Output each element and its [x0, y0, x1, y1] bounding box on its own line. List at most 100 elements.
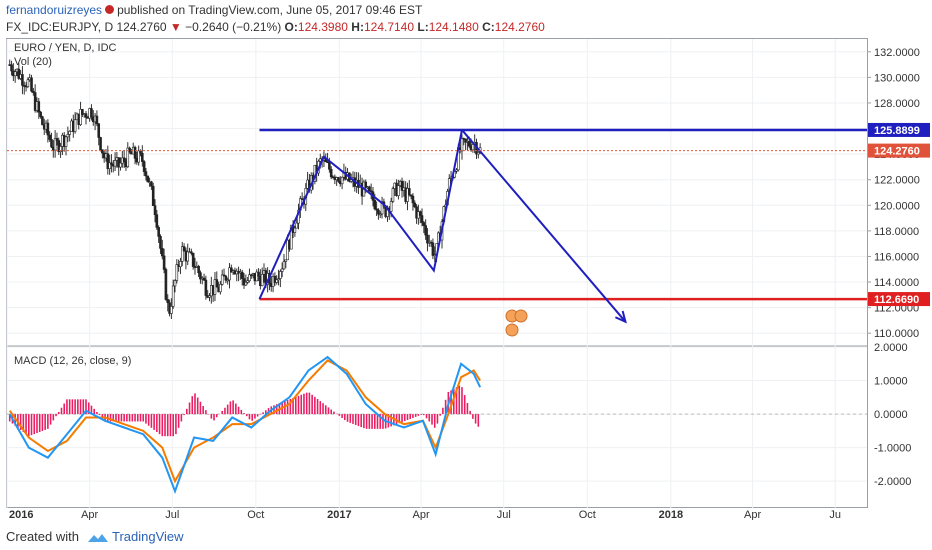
candle-body — [190, 251, 193, 254]
publish-info: published on TradingView.com, June 05, 2… — [117, 3, 423, 17]
tradingview-brand-link[interactable]: TradingView — [112, 529, 184, 544]
publish-line: fernandoruizreyes published on TradingVie… — [6, 3, 422, 17]
candle-body — [226, 279, 229, 282]
candle-body — [55, 138, 59, 141]
candle-body — [295, 222, 298, 229]
open-value: 124.3980 — [297, 20, 348, 34]
candle-body — [166, 299, 170, 304]
price-label-text: 125.8899 — [874, 125, 920, 137]
candle-body — [155, 214, 159, 228]
candle-body — [257, 271, 260, 277]
candle-body — [222, 274, 226, 277]
candle-body — [108, 162, 111, 169]
candle-body — [199, 272, 202, 280]
high-label: H: — [351, 20, 364, 34]
volume-label: Vol (20) — [14, 56, 52, 68]
candle-body — [68, 131, 71, 135]
time-tick-label: Oct — [579, 509, 596, 521]
candle-body — [373, 200, 377, 210]
candle-body — [26, 79, 30, 87]
candle-body — [99, 137, 102, 151]
footer: Created with TradingView — [0, 520, 932, 550]
time-tick-label: 2017 — [327, 509, 351, 521]
candle-body — [411, 195, 415, 204]
grid-lines — [6, 39, 867, 508]
candle-body — [59, 146, 62, 152]
candles — [8, 59, 482, 320]
arrow-head — [614, 310, 627, 324]
close-label: C: — [482, 20, 495, 34]
candle-body — [141, 152, 144, 162]
price-label-text: 124.2760 — [874, 146, 920, 158]
time-tick-label: 2016 — [9, 509, 33, 521]
candle-body — [284, 259, 288, 262]
close-value: 124.2760 — [494, 20, 545, 34]
candle-body — [173, 280, 177, 287]
candle-body — [153, 205, 157, 216]
price-change: −0.2640 (−0.21%) — [185, 20, 282, 34]
candle-body — [175, 264, 179, 281]
candle-body — [142, 161, 146, 172]
high-value: 124.7140 — [363, 20, 415, 34]
candle-body — [418, 211, 422, 216]
event-marker-icon — [514, 309, 528, 323]
candle-body — [90, 108, 93, 118]
candle-body — [46, 122, 50, 136]
author-link[interactable]: fernandoruizreyes — [6, 3, 103, 17]
time-tick-label: 2018 — [659, 509, 683, 521]
macd-line — [8, 355, 482, 495]
price-tick-label: 132.0000 — [874, 47, 920, 59]
event-markers — [505, 309, 528, 337]
candle-body — [328, 161, 331, 170]
candle-body — [186, 251, 190, 262]
candle-body — [110, 162, 113, 165]
candle-body — [202, 277, 206, 281]
candle-body — [204, 279, 208, 296]
price-label-text: 112.6690 — [874, 294, 919, 306]
candle-body — [242, 278, 246, 286]
candle-body — [369, 190, 373, 193]
candle-body — [286, 239, 289, 261]
candle-body — [17, 68, 21, 79]
candle-body — [422, 222, 426, 226]
candle-body — [139, 150, 142, 154]
candle-body — [133, 146, 137, 159]
candle-body — [377, 209, 380, 215]
candle-body — [277, 278, 280, 281]
candle-body — [228, 267, 231, 281]
candle-body — [293, 227, 297, 233]
candle-body — [282, 261, 286, 270]
candle-body — [57, 140, 61, 152]
candle-body — [146, 175, 150, 183]
macd-tick-label: 1.0000 — [874, 376, 908, 388]
macd-tick-label: 2.0000 — [874, 342, 908, 354]
event-marker-icon — [505, 323, 519, 337]
pattern-polyline — [258, 129, 463, 300]
price-tick-label: 120.0000 — [874, 200, 920, 212]
candle-body — [10, 64, 13, 72]
candle-body — [255, 271, 259, 282]
candle-body — [182, 246, 186, 252]
candle-body — [375, 208, 378, 211]
candle-body — [122, 157, 126, 162]
candle-body — [329, 168, 333, 178]
price-tick-label: 122.0000 — [874, 175, 920, 187]
candle-body — [137, 150, 140, 163]
candle-body — [164, 269, 168, 300]
candle-body — [101, 149, 104, 154]
ohlc-line: FX_IDC:EURJPY, D 124.2760 ▼ −0.2640 (−0.… — [6, 20, 545, 34]
candle-body — [219, 283, 222, 293]
open-label: O: — [284, 20, 298, 34]
candle-body — [97, 123, 101, 138]
candle-body — [30, 77, 33, 92]
last-price: 124.2760 — [116, 20, 167, 34]
candle-body — [113, 160, 117, 167]
tradingview-badge-icon — [105, 5, 115, 14]
candle-body — [160, 248, 164, 257]
candle-body — [464, 138, 467, 143]
candle-body — [13, 71, 17, 77]
time-tick-label: Oct — [247, 509, 264, 521]
candle-body — [460, 138, 464, 152]
candle-body — [340, 176, 344, 185]
